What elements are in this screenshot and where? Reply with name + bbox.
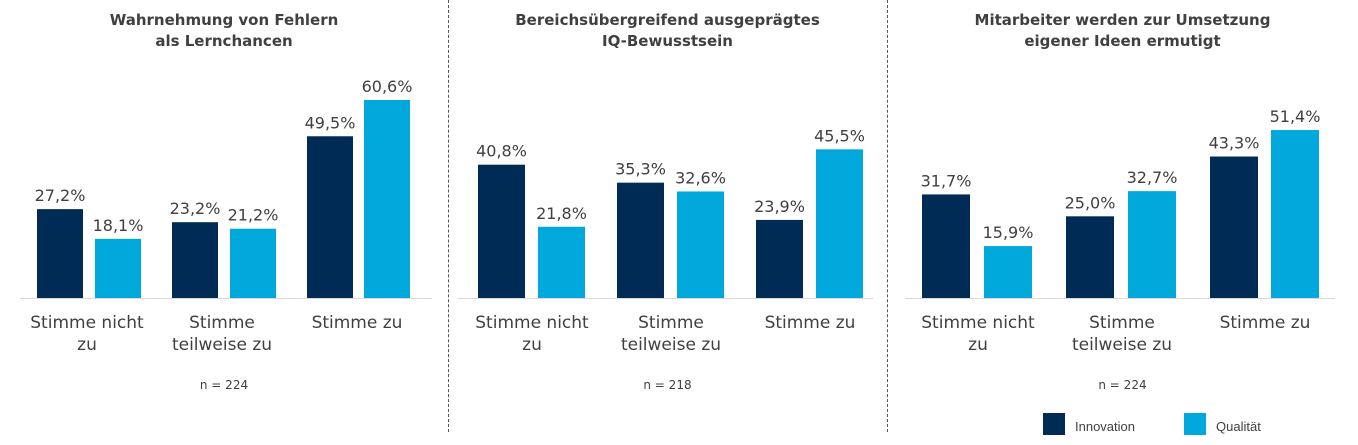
- data-label-qualitaet-stimme-teilweise-zu: 32,6%: [675, 168, 726, 187]
- data-label-qualitaet-stimme-nicht-zu: 15,9%: [983, 223, 1034, 242]
- category-label-stimme-nicht-zu: Stimme nicht zu: [30, 313, 144, 355]
- category-label-stimme-nicht-zu: Stimme nicht zu: [921, 313, 1035, 355]
- data-label-qualitaet-stimme-zu: 45,5%: [814, 126, 865, 145]
- bar-qualitaet-stimme-nicht-zu: [95, 238, 141, 298]
- bar-innovation-stimme-nicht-zu: [478, 164, 525, 298]
- legend-label-innovation: Innovation: [1075, 419, 1135, 434]
- chart-panel-iq-bewusstsein: Bereichsübergreifend ausgeprägtes IQ-Bew…: [448, 0, 887, 445]
- sample-size-label: n = 224: [1098, 378, 1147, 392]
- bar-innovation-stimme-nicht-zu: [922, 194, 970, 298]
- bar-chart: 40,8% 35,3% 23,9% 21,8% 32,6% 45,5%: [458, 126, 873, 299]
- chart-panel-ideen: Mitarbeiter werden zur Umsetzung eigener…: [887, 0, 1358, 445]
- data-label-innovation-stimme-teilweise-zu: 25,0%: [1065, 193, 1116, 212]
- bar-innovation-stimme-zu: [307, 136, 353, 298]
- bar-qualitaet-stimme-zu: [1271, 130, 1319, 298]
- category-label-stimme-zu: Stimme zu: [1219, 313, 1311, 333]
- chart-panel-fehler: Wahrnehmung von Fehlern als Lernchancen …: [0, 0, 448, 445]
- category-label-stimme-zu: Stimme zu: [311, 313, 403, 333]
- category-label-stimme-teilweise-zu: Stimme teilweise zu: [620, 313, 722, 355]
- data-label-innovation-stimme-nicht-zu: 27,2%: [35, 186, 86, 205]
- chart-title: Wahrnehmung von Fehlern als Lernchancen: [109, 11, 339, 50]
- data-label-qualitaet-stimme-nicht-zu: 18,1%: [93, 216, 144, 235]
- bar-qualitaet-stimme-teilweise-zu: [230, 228, 276, 298]
- data-label-qualitaet-stimme-zu: 60,6%: [362, 77, 413, 96]
- data-label-innovation-stimme-nicht-zu: 40,8%: [476, 142, 527, 161]
- bar-qualitaet-stimme-zu: [816, 149, 863, 298]
- bar-innovation-stimme-teilweise-zu: [1066, 216, 1114, 298]
- data-label-innovation-stimme-zu: 43,3%: [1209, 134, 1260, 153]
- data-label-qualitaet-stimme-teilweise-zu: 32,7%: [1127, 168, 1178, 187]
- sample-size-label: n = 218: [643, 378, 692, 392]
- bar-qualitaet-stimme-nicht-zu: [984, 246, 1032, 298]
- bar-chart: 31,7% 25,0% 43,3% 15,9% 32,7% 51,4%: [905, 107, 1335, 299]
- panel-divider: [448, 0, 449, 432]
- category-label-stimme-zu: Stimme zu: [764, 313, 856, 333]
- category-label-stimme-teilweise-zu: Stimme teilweise zu: [1071, 313, 1173, 355]
- legend-label-qualitaet: Qualität: [1216, 419, 1261, 434]
- bar-qualitaet-stimme-nicht-zu: [538, 226, 585, 298]
- sample-size-label: n = 224: [199, 378, 249, 392]
- bar-innovation-stimme-nicht-zu: [37, 209, 83, 298]
- data-label-innovation-stimme-zu: 49,5%: [305, 113, 356, 132]
- legend-swatch-qualitaet: [1184, 413, 1206, 435]
- data-label-innovation-stimme-teilweise-zu: 23,2%: [170, 199, 221, 218]
- bar-innovation-stimme-zu: [756, 219, 803, 298]
- category-label-stimme-teilweise-zu: Stimme teilweise zu: [171, 313, 273, 355]
- bar-qualitaet-stimme-zu: [364, 100, 410, 298]
- data-label-innovation-stimme-nicht-zu: 31,7%: [921, 171, 972, 190]
- bar-innovation-stimme-teilweise-zu: [172, 222, 218, 298]
- legend-swatch-innovation: [1043, 413, 1065, 435]
- data-label-qualitaet-stimme-teilweise-zu: 21,2%: [228, 206, 279, 225]
- chart-title: Mitarbeiter werden zur Umsetzung eigener…: [974, 11, 1271, 50]
- data-label-innovation-stimme-zu: 23,9%: [754, 197, 805, 216]
- bar-qualitaet-stimme-teilweise-zu: [1128, 191, 1176, 298]
- bar-qualitaet-stimme-teilweise-zu: [677, 191, 724, 298]
- data-label-qualitaet-stimme-zu: 51,4%: [1270, 107, 1321, 126]
- bar-innovation-stimme-teilweise-zu: [617, 182, 664, 298]
- data-label-innovation-stimme-teilweise-zu: 35,3%: [615, 160, 666, 179]
- category-label-stimme-nicht-zu: Stimme nicht zu: [475, 313, 589, 355]
- chart-title: Bereichsübergreifend ausgeprägtes IQ-Bew…: [515, 11, 820, 50]
- data-label-qualitaet-stimme-nicht-zu: 21,8%: [536, 204, 587, 223]
- bar-innovation-stimme-zu: [1210, 156, 1258, 298]
- bar-chart: 27,2% 23,2% 49,5% 18,1% 21,2% 60,6%: [20, 77, 432, 299]
- panel-divider: [887, 0, 888, 432]
